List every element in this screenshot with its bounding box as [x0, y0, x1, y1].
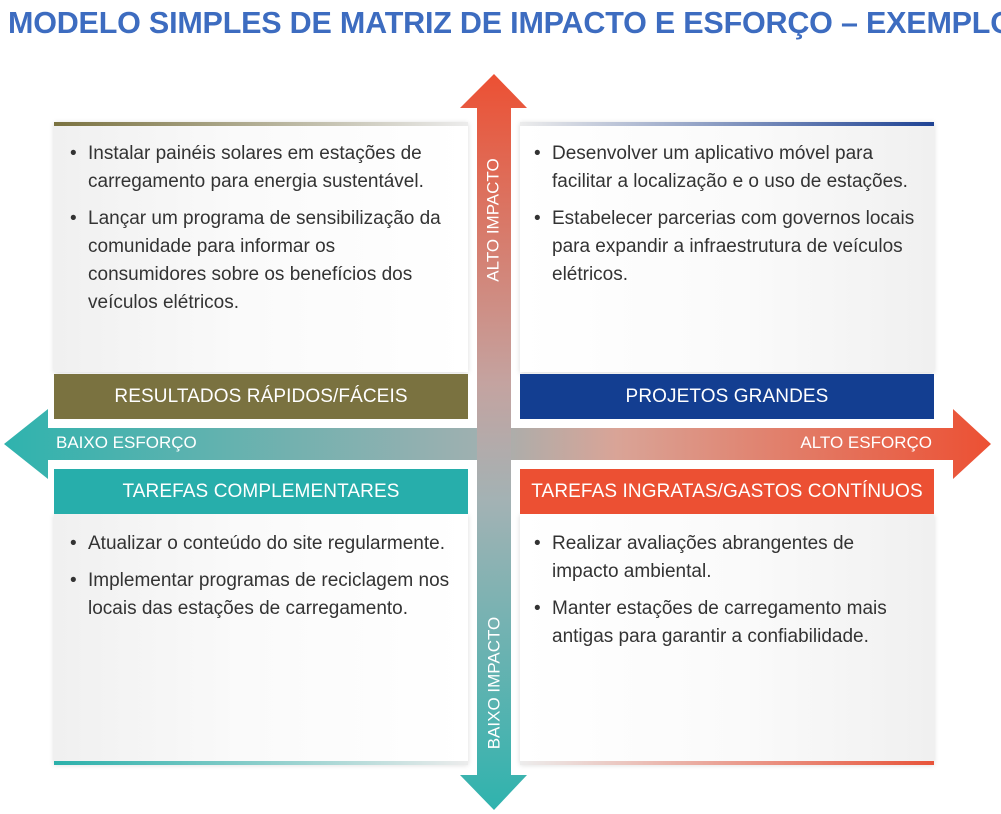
low-effort-axis-label: BAIXO ESFORÇO: [56, 433, 197, 452]
major-projects-list: • Desenvolver um aplicativo móvel para fa…: [534, 140, 924, 298]
list-item: • Estabelecer parcerias com governos loca…: [534, 205, 924, 289]
bottom-right-accent-line: [520, 761, 934, 765]
quadrant-label-fill-ins: TAREFAS COMPLEMENTARES: [54, 469, 468, 514]
bullet-icon: •: [70, 570, 77, 591]
fill-ins-list: • Atualizar o conteúdo do site regularmen…: [70, 530, 458, 632]
low-impact-axis-label-wrap: BAIXO IMPACTO: [477, 598, 511, 768]
bullet-icon: •: [534, 143, 541, 164]
thankless-tasks-list: • Realizar avaliações abrangentes de impa…: [534, 530, 924, 660]
bullet-icon: •: [70, 533, 77, 554]
bullet-icon: •: [534, 598, 541, 619]
quadrant-card-fill-ins: • Atualizar o conteúdo do site regularmen…: [54, 514, 468, 764]
quadrant-card-major-projects: • Desenvolver um aplicativo móvel para fa…: [520, 122, 934, 372]
high-impact-axis-label: ALTO IMPACTO: [484, 158, 503, 282]
bullet-icon: •: [534, 208, 541, 229]
high-effort-axis-label: ALTO ESFORÇO: [800, 433, 932, 452]
bottom-left-accent-line: [54, 761, 468, 765]
list-item: • Desenvolver um aplicativo móvel para fa…: [534, 140, 924, 196]
bullet-icon: •: [534, 533, 541, 554]
high-impact-axis-label-wrap: ALTO IMPACTO: [477, 145, 511, 295]
list-item: • Manter estações de carregamento mais an…: [534, 595, 924, 651]
card-accent-line: [54, 122, 468, 126]
card-accent-line: [520, 122, 934, 126]
quadrant-label-thankless-tasks: TAREFAS INGRATAS/GASTOS CONTÍNUOS: [520, 469, 934, 514]
page-title: MODELO SIMPLES DE MATRIZ DE IMPACTO E ES…: [8, 6, 1001, 40]
low-impact-axis-label: BAIXO IMPACTO: [484, 616, 504, 750]
quadrant-label-quick-wins: RESULTADOS RÁPIDOS/FÁCEIS: [54, 374, 468, 419]
bullet-icon: •: [70, 208, 77, 229]
list-item: • Lançar um programa de sensibilização da…: [70, 205, 458, 317]
vertical-impact-axis-arrow: [460, 74, 527, 810]
quick-wins-list: • Instalar painéis solares em estações de…: [70, 140, 458, 326]
quadrant-card-quick-wins: • Instalar painéis solares em estações de…: [54, 122, 468, 372]
list-item: • Realizar avaliações abrangentes de impa…: [534, 530, 924, 586]
list-item: • Implementar programas de reciclagem nos…: [70, 567, 458, 623]
list-item: • Instalar painéis solares em estações de…: [70, 140, 458, 196]
bullet-icon: •: [70, 143, 77, 164]
list-item: • Atualizar o conteúdo do site regularmen…: [70, 530, 458, 558]
quadrant-card-thankless-tasks: • Realizar avaliações abrangentes de impa…: [520, 514, 934, 764]
quadrant-label-major-projects: PROJETOS GRANDES: [520, 374, 934, 419]
